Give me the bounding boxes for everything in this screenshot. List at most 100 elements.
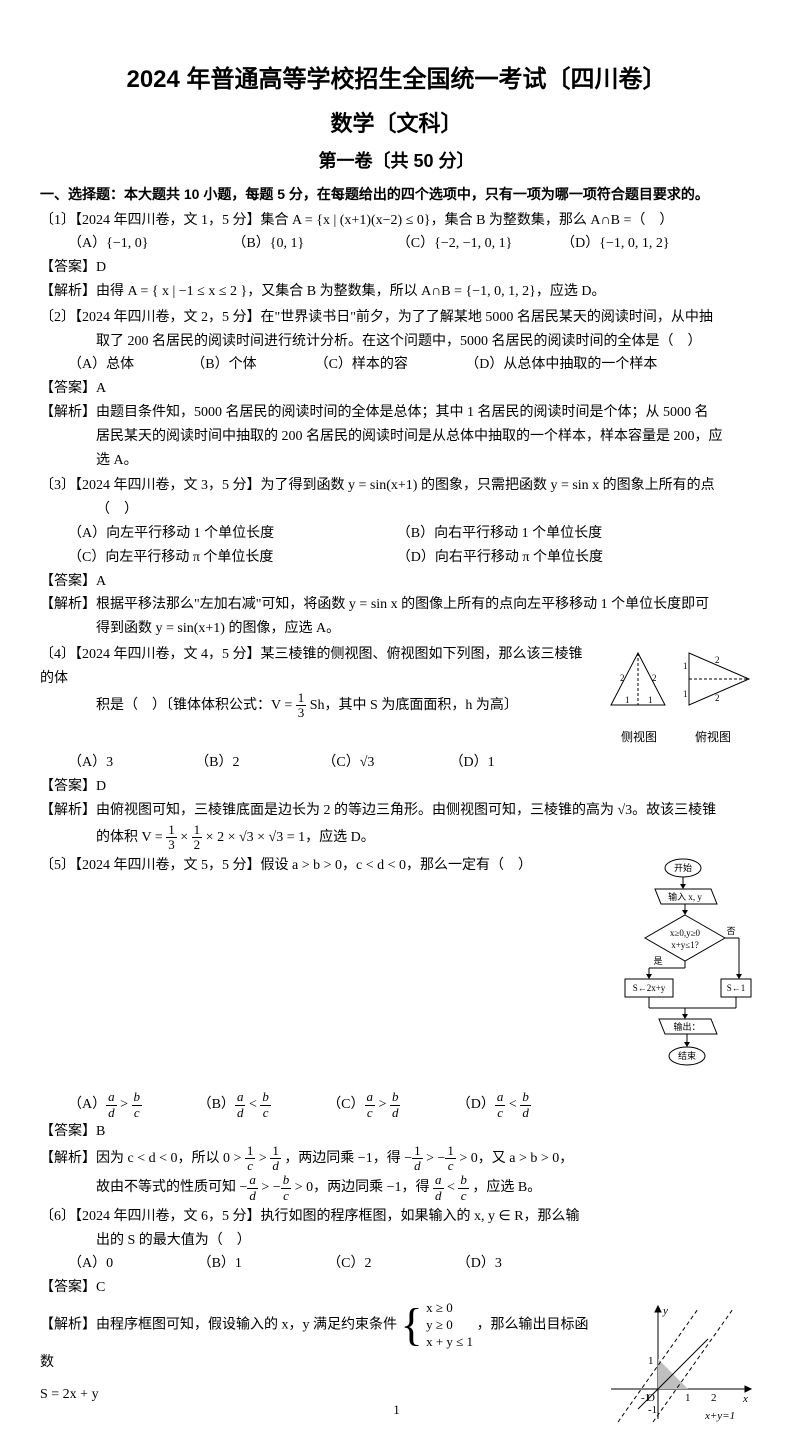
q5-opt-b: （B）ad < bc (198, 1090, 328, 1120)
q5-expl-l1: 【解析】因为 c < d < 0，所以 0 > 1c > 1d ，两边同乘 −1… (40, 1144, 753, 1174)
svg-text:1: 1 (648, 695, 653, 705)
q1-answer: 【答案】D (40, 256, 753, 280)
q3-expl-l2: 得到函数 y = sin(x+1) 的图像，应选 A。 (40, 617, 753, 641)
page-title-3: 第一卷〔共 50 分〕 (40, 146, 753, 177)
q1-opt-b: （B）{0, 1} (232, 232, 396, 256)
svg-text:输入 x, y: 输入 x, y (668, 891, 702, 902)
frac-1-3b: 13 (166, 823, 177, 853)
svg-text:S←1: S←1 (727, 983, 746, 993)
svg-text:x+y≤1?: x+y≤1? (671, 940, 699, 950)
q1-opt-c: （C）{−2, −1, 0, 1} (397, 232, 561, 256)
svg-text:结束: 结束 (678, 1050, 696, 1061)
q4-e2c: × 2 × √3 × √3 = 1，应选 D。 (206, 830, 375, 845)
q2-answer: 【答案】A (40, 377, 753, 401)
q5-options: （A）ad > bc （B）ad < bc （C）ac > bd （D）ac <… (68, 1090, 608, 1120)
q6-opt-a: （A）0 (68, 1252, 198, 1276)
svg-text:是: 是 (653, 956, 662, 966)
page-title-2: 数学〔文科〕 (40, 105, 753, 142)
q2-expl-l2: 居民某天的阅读时间中抽取的 200 名居民的阅读时间是从总体中抽取的一个样本，样… (40, 425, 753, 449)
q4-stem2b: Sh，其中 S 为底面面积，h 为高〕 (310, 698, 518, 713)
q4-explanation: 【解析】由俯视图可知，三棱锥底面是边长为 2 的等边三角形。由侧视图可知，三棱锥… (40, 799, 753, 852)
q3-answer: 【答案】A (40, 570, 753, 594)
frac-1-3: 13 (296, 691, 307, 721)
q6-opt-d: （D）3 (457, 1252, 587, 1276)
q4-e2a: 的体积 V = (96, 830, 166, 845)
q6-stem-l2: 出的 S 的最大值为（ ） (40, 1229, 753, 1253)
q2-explanation: 【解析】由题目条件知，5000 名居民的阅读时间的全体是总体；其中 1 名居民的… (40, 401, 753, 472)
frac-1-2: 12 (192, 823, 203, 853)
question-3: 〔3〕【2024 年四川卷，文 3，5 分】为了得到函数 y = sin(x+1… (40, 474, 753, 569)
q4-stem2a: 积是（ ）〔锥体体积公式：V = (96, 698, 296, 713)
svg-text:2: 2 (715, 655, 720, 665)
q4-opt-a: （A）3 (68, 751, 195, 775)
q2-stem-l1: 〔2〕【2024 年四川卷，文 2，5 分】在"世界读书日"前夕，为了了解某地 … (40, 306, 753, 330)
svg-text:2: 2 (652, 673, 657, 683)
side-view-label: 侧视图 (603, 727, 675, 747)
svg-text:否: 否 (726, 926, 735, 936)
q2-stem-l2: 取了 200 名居民的阅读时间进行统计分析。在这个问题中，5000 名居民的阅读… (40, 330, 753, 354)
q5-opt-a: （A）ad > bc (68, 1090, 198, 1120)
q2-expl-l1: 【解析】由题目条件知，5000 名居民的阅读时间的全体是总体；其中 1 名居民的… (40, 401, 753, 425)
svg-text:S←2x+y: S←2x+y (633, 983, 666, 993)
q2-options: （A）总体 （B）个体 （C）样本的容 （D）从总体中抽取的一个样本 (68, 353, 753, 377)
q6-answer: 【答案】C (40, 1276, 753, 1300)
svg-text:1: 1 (625, 695, 630, 705)
q4-options: （A）3 （B）2 （C）√3 （D）1 (68, 751, 598, 775)
q6-stem-l1: 〔6〕【2024 年四川卷，文 6，5 分】执行如图的程序框图，如果输入的 x,… (40, 1205, 753, 1229)
svg-text:开始: 开始 (674, 862, 692, 873)
question-2: 〔2〕【2024 年四川卷，文 2，5 分】在"世界读书日"前夕，为了了解某地 … (40, 306, 753, 377)
q2-opt-d: （D）从总体中抽取的一个样本 (465, 353, 739, 377)
q4-expl-l1: 【解析】由俯视图可知，三棱锥底面是边长为 2 的等边三角形。由侧视图可知，三棱锥… (40, 799, 753, 823)
q3-stem-l2: （ ） (40, 498, 753, 522)
question-6: 〔6〕【2024 年四川卷，文 6，5 分】执行如图的程序框图，如果输入的 x,… (40, 1205, 753, 1276)
q1-stem: 〔1〕【2024 年四川卷，文 1，5 分】集合 A = {x | (x+1)(… (40, 209, 753, 233)
q1-options: （A）{−1, 0} （B）{0, 1} （C）{−2, −1, 0, 1} （… (68, 232, 753, 256)
page-title-1: 2024 年普通高等学校招生全国统一考试〔四川卷〕 (40, 60, 753, 101)
svg-text:输出：: 输出： (673, 1021, 700, 1032)
q4-figure: 2 2 1 1 2 2 1 1 侧视图 俯视图 (603, 645, 753, 747)
svg-text:1: 1 (648, 1355, 654, 1367)
q6-opt-c: （C）2 (327, 1252, 457, 1276)
q2-opt-b: （B）个体 (191, 353, 314, 377)
q2-opt-c: （C）样本的容 (315, 353, 466, 377)
section-heading: 一、选择题：本大题共 10 小题，每题 5 分，在每题给出的四个选项中，只有一项… (40, 183, 753, 207)
q4-answer: 【答案】D (40, 775, 753, 799)
svg-text:1: 1 (683, 661, 688, 671)
q1-opt-d: （D）{−1, 0, 1, 2} (561, 232, 725, 256)
left-brace-icon: { (401, 1302, 423, 1348)
q2-expl-l3: 选 A。 (40, 449, 753, 473)
q4-opt-d: （D）1 (450, 751, 577, 775)
q3-options: （A）向左平行移动 1 个单位长度 （B）向右平行移动 1 个单位长度 （C）向… (68, 522, 753, 570)
q2-opt-a: （A）总体 (68, 353, 191, 377)
q4-opt-c: （C）√3 (322, 751, 449, 775)
page-number: 1 (0, 1399, 793, 1421)
q5-expl-l2: 故由不等式的性质可知 −ad > −bc > 0，两边同乘 −1，得 ad < … (40, 1173, 753, 1203)
q6-opt-b: （B）1 (198, 1252, 328, 1276)
question-1: 〔1〕【2024 年四川卷，文 1，5 分】集合 A = {x | (x+1)(… (40, 209, 753, 257)
q5-opt-c: （C）ac > bd (327, 1090, 457, 1120)
svg-text:2: 2 (620, 673, 625, 683)
q3-explanation: 【解析】根据平移法那么"左加右减"可知，将函数 y = sin x 的图像上所有… (40, 593, 753, 641)
q6-expl-a: 【解析】由程序框图可知，假设输入的 x，y 满足约束条件 (40, 1318, 401, 1333)
svg-text:1: 1 (683, 689, 688, 699)
svg-text:x≥0,y≥0: x≥0,y≥0 (670, 928, 701, 938)
brace-conditions: x ≥ 0 y ≥ 0 x + y ≤ 1 (426, 1300, 473, 1351)
q3-expl-l1: 【解析】根据平移法那么"左加右减"可知，将函数 y = sin x 的图像上所有… (40, 593, 753, 617)
flowchart-icon: 开始 输入 x, y x≥0,y≥0 x+y≤1? 是 否 S←2x+y S←1 (613, 856, 753, 1086)
flowchart-figure: 开始 输入 x, y x≥0,y≥0 x+y≤1? 是 否 S←2x+y S←1 (613, 856, 753, 1086)
q1-explanation: 【解析】由得 A = { x | −1 ≤ x ≤ 2 }，又集合 B 为整数集… (40, 280, 753, 304)
q4-expl-l2: 的体积 V = 13 × 12 × 2 × √3 × √3 = 1，应选 D。 (40, 823, 753, 853)
q4-opt-b: （B）2 (195, 751, 322, 775)
triangle-views-icon: 2 2 1 1 2 2 1 1 (603, 645, 753, 727)
svg-text:2: 2 (715, 693, 720, 703)
q3-opt-d: （D）向右平行移动 π 个单位长度 (397, 546, 726, 570)
q3-opt-c: （C）向左平行移动 π 个单位长度 (68, 546, 397, 570)
q3-opt-a: （A）向左平行移动 1 个单位长度 (68, 522, 397, 546)
q5-opt-d: （D）ac < bd (457, 1090, 587, 1120)
top-view-label: 俯视图 (675, 727, 751, 747)
q3-opt-b: （B）向右平行移动 1 个单位长度 (397, 522, 726, 546)
q3-stem-l1: 〔3〕【2024 年四川卷，文 3，5 分】为了得到函数 y = sin(x+1… (40, 474, 753, 498)
q5-answer: 【答案】B (40, 1120, 753, 1144)
q4-e2b: × (180, 830, 191, 845)
q1-opt-a: （A）{−1, 0} (68, 232, 232, 256)
